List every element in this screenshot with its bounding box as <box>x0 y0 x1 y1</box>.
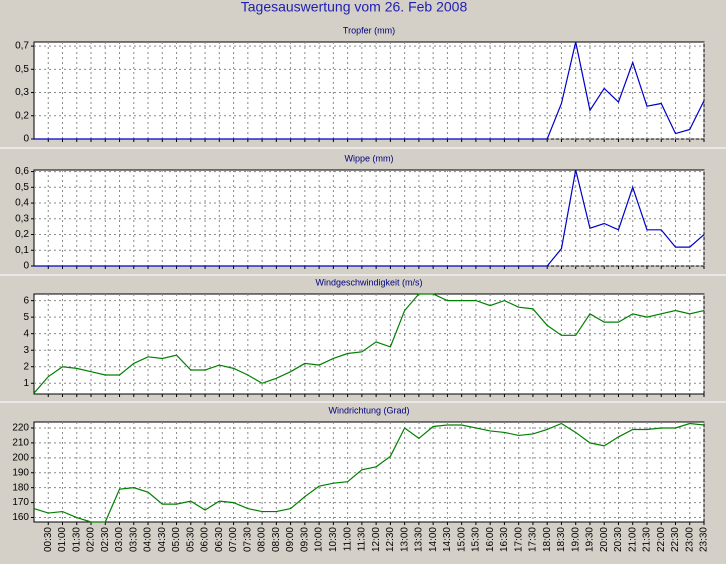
x-tick-label: 02:00 <box>86 527 97 552</box>
y-tick-label: 4 <box>23 328 29 339</box>
y-tick-label: 3 <box>23 345 29 356</box>
x-tick-label: 18:00 <box>542 527 553 552</box>
y-tick-label: 6 <box>23 295 29 306</box>
data-line <box>33 422 705 523</box>
x-tick-label: 21:30 <box>642 527 653 552</box>
x-tick-label: 13:30 <box>414 527 425 552</box>
y-tick-label: 190 <box>12 467 29 478</box>
x-tick-label: 11:00 <box>342 527 353 552</box>
panel-title: Wippe (mm) <box>345 153 394 163</box>
x-tick-label: 21:00 <box>627 527 638 552</box>
x-tick-label: 01:00 <box>57 527 68 552</box>
x-tick-label: 17:30 <box>528 527 539 552</box>
x-tick-label: 05:00 <box>171 527 182 552</box>
panel-title: Windrichtung (Grad) <box>328 405 409 415</box>
x-tick-label: 04:30 <box>157 527 168 552</box>
plot-area <box>33 421 705 523</box>
y-tick-label: 2 <box>23 361 29 372</box>
x-tick-label: 05:30 <box>185 527 196 552</box>
x-tick-label: 16:30 <box>499 527 510 552</box>
x-tick-label: 17:00 <box>513 527 524 552</box>
y-tick-label: 0,6 <box>15 166 29 177</box>
plot-area <box>33 169 705 267</box>
x-tick-label: 03:30 <box>128 527 139 552</box>
x-tick-label: 08:00 <box>257 527 268 552</box>
x-tick-label: 19:30 <box>585 527 596 552</box>
x-tick-label: 09:00 <box>285 527 296 552</box>
y-tick-label: 220 <box>12 423 29 434</box>
x-tick-label: 04:00 <box>143 527 154 552</box>
y-tick-label: 0,1 <box>15 245 29 256</box>
x-tick-label: 13:00 <box>399 527 410 552</box>
x-tick-label: 14:30 <box>442 527 453 552</box>
plot-area <box>33 41 705 140</box>
x-tick-label: 11:30 <box>357 527 368 552</box>
data-line <box>34 169 705 267</box>
x-tick-label: 20:30 <box>613 527 624 552</box>
x-tick-label: 08:30 <box>271 527 282 552</box>
y-tick-label: 5 <box>23 312 29 323</box>
x-tick-label: 07:30 <box>242 527 253 552</box>
page-title: Tagesauswertung vom 26. Feb 2008 <box>241 0 468 15</box>
data-line <box>33 293 705 394</box>
y-tick-label: 210 <box>12 438 29 449</box>
x-tick-label: 02:30 <box>100 527 111 552</box>
panel-title: Windgeschwindigkeit (m/s) <box>315 277 422 287</box>
x-tick-label: 01:30 <box>71 527 82 552</box>
x-tick-label: 18:30 <box>556 527 567 552</box>
x-tick-label: 03:00 <box>114 527 125 552</box>
y-tick-label: 160 <box>12 512 29 523</box>
y-tick-label: 0,2 <box>15 110 29 121</box>
x-tick-label: 23:00 <box>684 527 695 552</box>
y-tick-label: 200 <box>12 452 29 463</box>
y-tick-label: 0,3 <box>15 213 29 224</box>
data-line <box>34 41 705 140</box>
x-tick-label: 22:30 <box>670 527 681 552</box>
y-tick-label: 1 <box>23 378 29 389</box>
x-tick-label: 14:00 <box>428 527 439 552</box>
y-tick-label: 0,5 <box>15 64 29 75</box>
x-tick-label: 15:00 <box>456 527 467 552</box>
x-tick-label: 06:30 <box>214 527 225 552</box>
x-tick-label: 15:30 <box>471 527 482 552</box>
x-tick-label: 22:00 <box>656 527 667 552</box>
y-tick-label: 0,5 <box>15 182 29 193</box>
x-tick-label: 19:00 <box>570 527 581 552</box>
x-tick-label: 10:00 <box>314 527 325 552</box>
y-tick-label: 0,4 <box>15 198 29 209</box>
y-tick-label: 0,7 <box>15 41 29 52</box>
x-tick-label: 20:00 <box>599 527 610 552</box>
y-tick-label: 170 <box>12 497 29 508</box>
y-tick-label: 180 <box>12 482 29 493</box>
x-tick-label: 07:00 <box>228 527 239 552</box>
y-tick-label: 0,2 <box>15 229 29 240</box>
x-tick-label: 23:30 <box>699 527 710 552</box>
y-tick-label: 0,3 <box>15 87 29 98</box>
y-tick-label: 0 <box>23 134 29 145</box>
x-tick-label: 09:30 <box>299 527 310 552</box>
x-tick-label: 10:30 <box>328 527 339 552</box>
x-tick-label: 16:00 <box>485 527 496 552</box>
y-tick-label: 0 <box>23 261 29 272</box>
panel-title: Tropfer (mm) <box>343 25 395 35</box>
x-tick-label: 12:30 <box>385 527 396 552</box>
x-tick-label: 06:00 <box>200 527 211 552</box>
plot-area <box>33 293 705 395</box>
x-tick-label: 00:30 <box>43 527 54 552</box>
x-tick-label: 12:00 <box>371 527 382 552</box>
